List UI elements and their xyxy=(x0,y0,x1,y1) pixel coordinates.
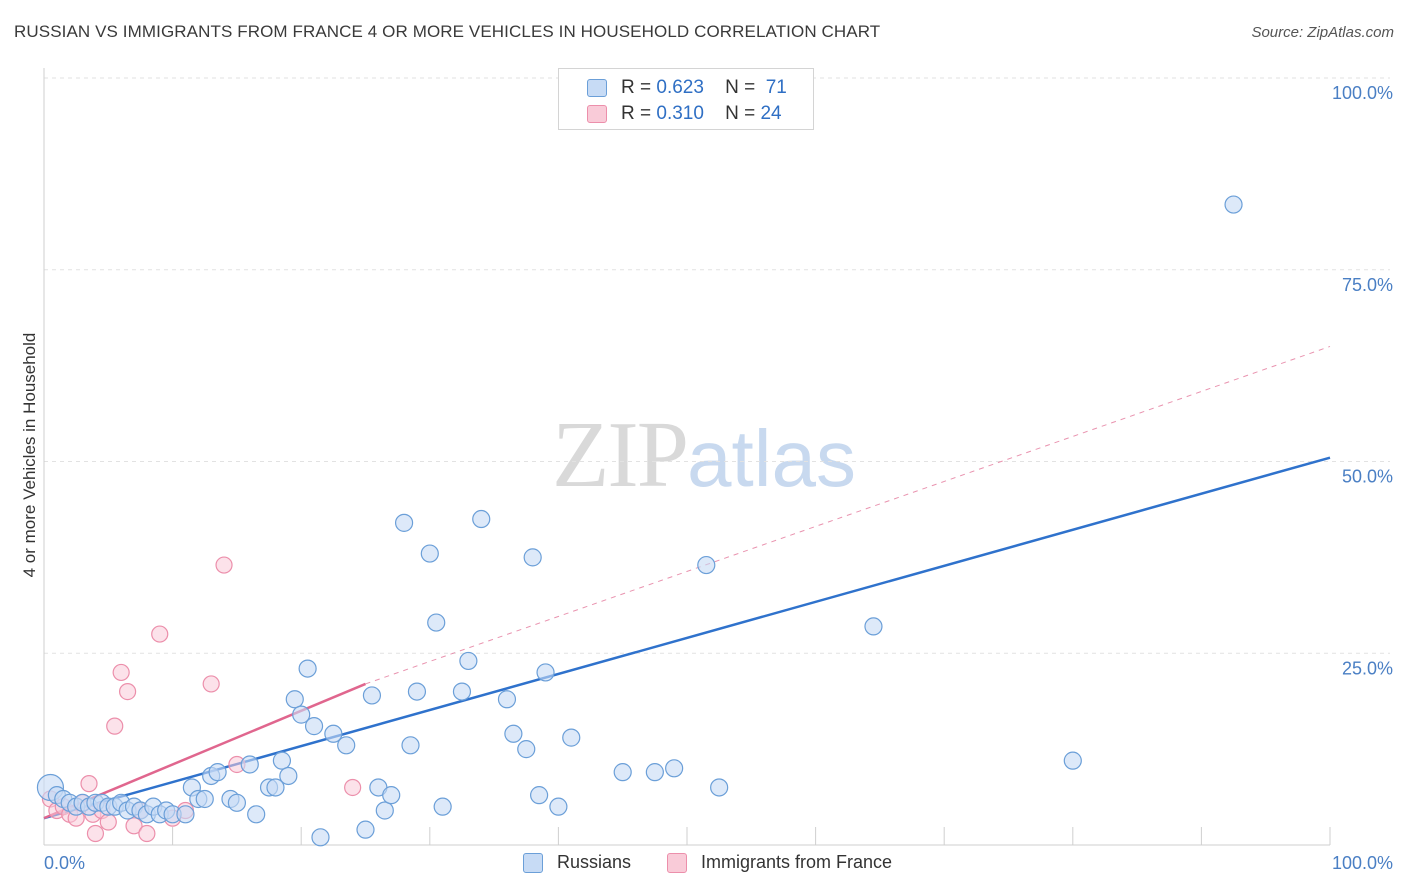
data-point-russians xyxy=(864,617,883,636)
bottom-france-label: Immigrants from France xyxy=(701,852,893,872)
watermark: ZIPatlas xyxy=(552,400,856,509)
legend-russians-r-label: R = xyxy=(621,77,652,98)
data-point-france xyxy=(215,556,233,574)
data-point-russians xyxy=(645,763,664,782)
data-point-france xyxy=(106,717,124,735)
data-point-russians xyxy=(266,778,285,797)
data-point-russians xyxy=(1063,751,1082,770)
legend-france-r-value: 0.310 xyxy=(656,103,704,124)
data-point-russians xyxy=(247,805,266,824)
tick-labels: 25.0% 50.0% 75.0% 100.0% 0.0% 100.0% xyxy=(44,83,1393,873)
correlation-legend: R = 0.623 N = 71 R = 0.310 N = 24 xyxy=(558,68,814,130)
russians-swatch xyxy=(587,79,607,97)
data-point-russians xyxy=(665,759,684,778)
x-tick-label: 100.0% xyxy=(1332,853,1393,873)
data-point-russians xyxy=(208,763,227,782)
data-point-russians xyxy=(324,724,343,743)
data-point-france xyxy=(112,663,130,682)
data-point-russians xyxy=(710,778,729,797)
data-point-russians xyxy=(279,766,298,786)
data-point-russians xyxy=(304,717,324,736)
data-point-russians xyxy=(407,682,427,701)
data-point-russians xyxy=(382,786,401,805)
x-tick-label: 0.0% xyxy=(44,853,85,873)
data-point-russians xyxy=(427,613,446,632)
bottom-russians-swatch xyxy=(523,853,543,873)
data-point-russians xyxy=(452,682,472,701)
data-point-france xyxy=(118,682,137,701)
watermark-zip: ZIP xyxy=(552,403,689,507)
legend-france-n-value: 24 xyxy=(760,103,782,124)
data-point-russians xyxy=(362,686,382,705)
data-point-russians xyxy=(562,728,581,747)
y-tick-label: 25.0% xyxy=(1342,658,1393,678)
data-point-russians xyxy=(375,801,394,820)
legend-russians-r-value: 0.623 xyxy=(656,77,704,98)
legend-france-text: R = 0.310 N = 24 xyxy=(621,103,782,125)
bottom-france-swatch xyxy=(667,853,687,873)
data-point-russians xyxy=(394,513,414,532)
data-point-russians xyxy=(549,797,568,816)
y-tick-label: 75.0% xyxy=(1342,275,1393,295)
data-point-russians xyxy=(195,789,214,809)
data-point-france xyxy=(202,675,220,693)
france-swatch xyxy=(587,105,607,123)
data-point-france xyxy=(86,824,105,843)
y-tick-label: 100.0% xyxy=(1332,83,1393,103)
data-point-france xyxy=(138,824,156,843)
points-russians xyxy=(36,195,1243,847)
data-point-russians xyxy=(433,797,452,816)
data-point-russians xyxy=(613,763,632,782)
bottom-russians-label: Russians xyxy=(557,852,632,872)
data-point-russians xyxy=(176,805,195,824)
source-label: Source: ZipAtlas.com xyxy=(1251,24,1394,41)
legend-russians-n-label: N = xyxy=(725,77,756,98)
data-point-russians xyxy=(459,651,478,671)
data-point-france xyxy=(344,778,362,797)
data-point-russians xyxy=(497,690,517,709)
legend-france-r-label: R = xyxy=(621,103,652,124)
trend-lines xyxy=(43,345,1331,820)
trend-line-russians xyxy=(43,456,1331,820)
data-point-france xyxy=(99,813,117,831)
data-point-russians xyxy=(337,736,356,755)
data-point-russians xyxy=(504,724,523,743)
data-point-russians xyxy=(227,793,246,812)
y-tick-label: 50.0% xyxy=(1342,467,1393,487)
data-point-russians xyxy=(356,820,375,839)
legend-russians-n-value: 71 xyxy=(765,77,787,98)
data-point-russians xyxy=(472,509,491,529)
data-point-russians xyxy=(1224,195,1243,214)
data-point-russians xyxy=(285,690,304,709)
data-point-russians xyxy=(401,736,420,755)
data-point-russians xyxy=(523,548,542,567)
data-point-russians xyxy=(536,663,555,682)
data-point-russians xyxy=(240,755,259,774)
data-point-russians xyxy=(311,828,330,847)
data-point-russians xyxy=(697,555,716,575)
chart-title: RUSSIAN VS IMMIGRANTS FROM FRANCE 4 OR M… xyxy=(14,22,881,41)
axes xyxy=(43,68,1331,846)
data-point-russians xyxy=(420,544,439,563)
watermark-atlas: atlas xyxy=(687,414,856,503)
data-point-russians xyxy=(517,740,536,759)
data-point-france xyxy=(125,817,143,835)
data-point-russians xyxy=(530,786,549,805)
data-point-russians xyxy=(272,751,292,770)
legend-russians-text: R = 0.623 N = 71 xyxy=(621,77,787,99)
data-point-france xyxy=(80,775,98,793)
trend-line-france-extension xyxy=(365,345,1331,685)
data-point-france xyxy=(151,625,169,643)
data-point-russians xyxy=(298,659,317,678)
grid-lines xyxy=(44,77,1390,654)
data-point-russians xyxy=(292,705,311,724)
legend-france-n-label: N = xyxy=(725,103,756,124)
